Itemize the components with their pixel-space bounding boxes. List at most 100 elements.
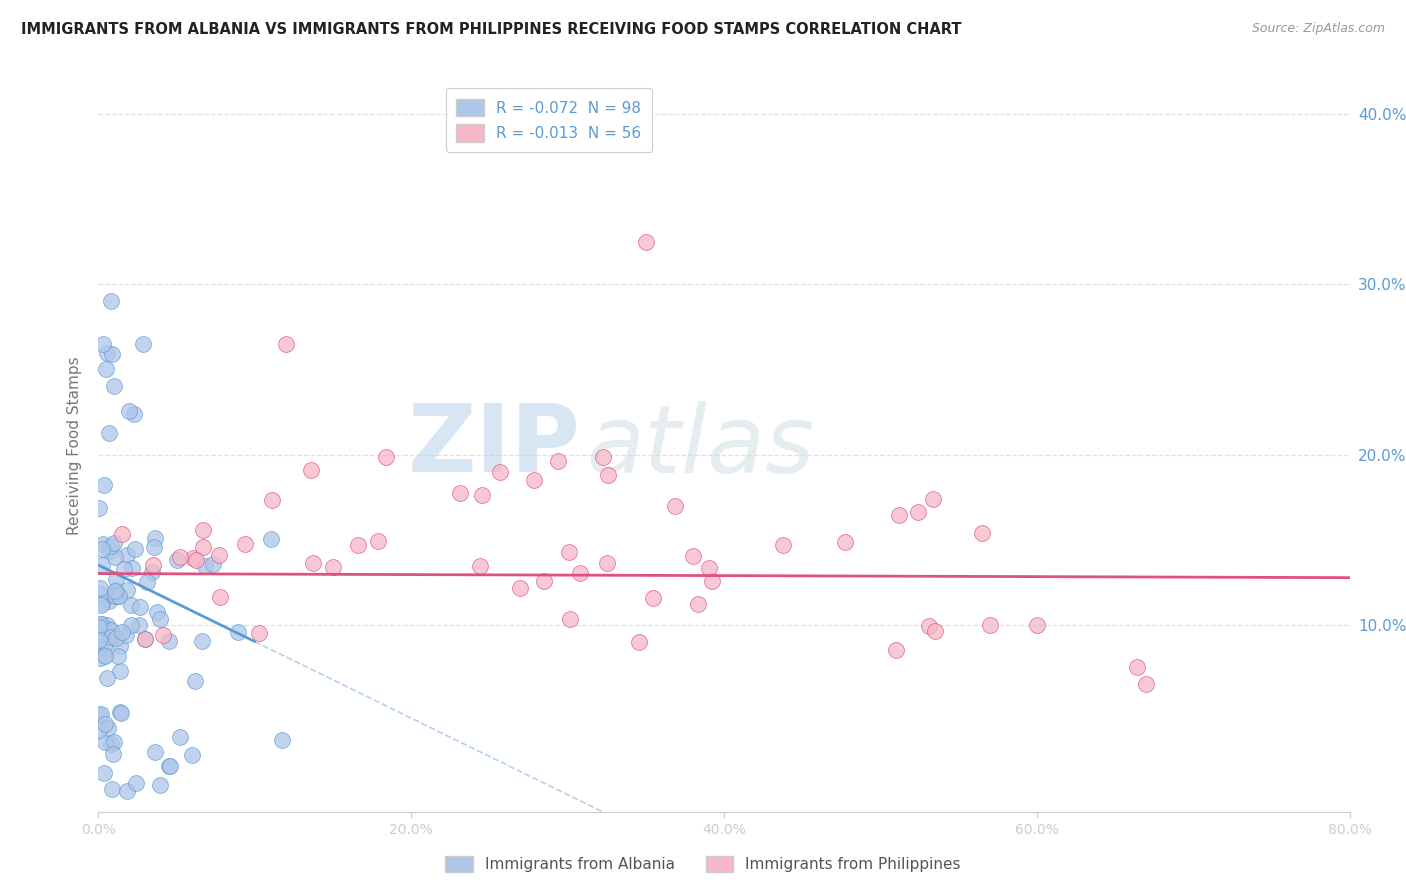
Point <box>301 557 323 571</box>
Point <box>125 776 148 790</box>
Point <box>115 628 138 642</box>
Point <box>201 557 224 571</box>
Point <box>115 784 138 798</box>
Point <box>94 649 117 664</box>
Point <box>181 748 204 763</box>
Point <box>208 590 231 604</box>
Point <box>558 545 581 559</box>
Point <box>159 759 181 773</box>
Point <box>117 548 139 562</box>
Point <box>157 759 180 773</box>
Point <box>100 294 122 309</box>
Point <box>108 664 131 678</box>
Point <box>121 561 143 575</box>
Point <box>226 624 249 639</box>
Point <box>96 621 118 635</box>
Point <box>90 587 112 601</box>
Point <box>104 590 127 604</box>
Point <box>100 737 122 751</box>
Point <box>104 632 127 646</box>
Point <box>598 468 620 483</box>
Point <box>100 539 122 553</box>
Text: ZIP: ZIP <box>408 400 581 492</box>
Point <box>105 572 128 586</box>
Point <box>322 560 344 574</box>
Point <box>93 478 115 492</box>
Point <box>979 617 1001 632</box>
Point <box>103 379 125 393</box>
Point <box>194 558 217 573</box>
Point <box>260 492 283 507</box>
Point <box>1135 677 1157 691</box>
Point <box>193 540 215 554</box>
Point <box>367 533 389 548</box>
Point <box>922 492 945 507</box>
Point <box>972 525 994 540</box>
Point <box>96 618 118 632</box>
Point <box>449 486 471 500</box>
Point <box>149 778 172 792</box>
Point <box>249 625 271 640</box>
Point <box>834 535 856 549</box>
Point <box>181 551 204 566</box>
Point <box>533 574 555 588</box>
Point <box>114 562 136 576</box>
Point <box>907 505 929 519</box>
Point <box>87 633 110 648</box>
Point <box>233 536 256 550</box>
Point <box>101 588 124 602</box>
Point <box>110 706 132 720</box>
Legend: Immigrants from Albania, Immigrants from Philippines: Immigrants from Albania, Immigrants from… <box>437 848 969 880</box>
Point <box>523 474 546 488</box>
Point <box>90 541 112 556</box>
Point <box>143 531 166 545</box>
Point <box>129 599 152 614</box>
Point <box>152 628 174 642</box>
Point <box>93 766 115 780</box>
Point <box>128 618 150 632</box>
Point <box>101 747 124 762</box>
Point <box>122 407 145 421</box>
Point <box>94 717 117 731</box>
Point <box>628 635 651 649</box>
Point <box>93 648 115 663</box>
Point <box>169 730 191 744</box>
Point <box>108 705 131 719</box>
Point <box>91 537 114 551</box>
Point <box>596 556 619 570</box>
Point <box>94 735 117 749</box>
Point <box>375 450 398 464</box>
Point <box>772 537 794 551</box>
Text: atlas: atlas <box>586 401 814 491</box>
Point <box>634 235 657 249</box>
Point <box>103 735 125 749</box>
Point <box>89 617 111 632</box>
Legend: R = -0.072  N = 98, R = -0.013  N = 56: R = -0.072 N = 98, R = -0.013 N = 56 <box>446 88 652 153</box>
Point <box>924 624 946 638</box>
Point <box>169 550 191 565</box>
Point <box>98 544 121 558</box>
Point <box>124 542 146 557</box>
Point <box>702 574 724 588</box>
Point <box>149 612 172 626</box>
Point <box>107 589 129 603</box>
Point <box>120 618 142 632</box>
Point <box>111 624 134 639</box>
Point <box>104 549 127 564</box>
Point <box>108 590 131 604</box>
Point <box>100 625 122 640</box>
Point <box>89 581 111 595</box>
Point <box>90 598 112 612</box>
Point <box>884 643 907 657</box>
Point <box>97 593 120 607</box>
Point <box>87 500 110 515</box>
Point <box>105 582 128 597</box>
Point <box>157 634 180 648</box>
Point <box>108 639 131 653</box>
Point <box>87 723 110 737</box>
Point <box>471 488 494 502</box>
Point <box>118 404 141 418</box>
Point <box>1026 617 1049 632</box>
Point <box>136 574 159 589</box>
Point <box>166 553 188 567</box>
